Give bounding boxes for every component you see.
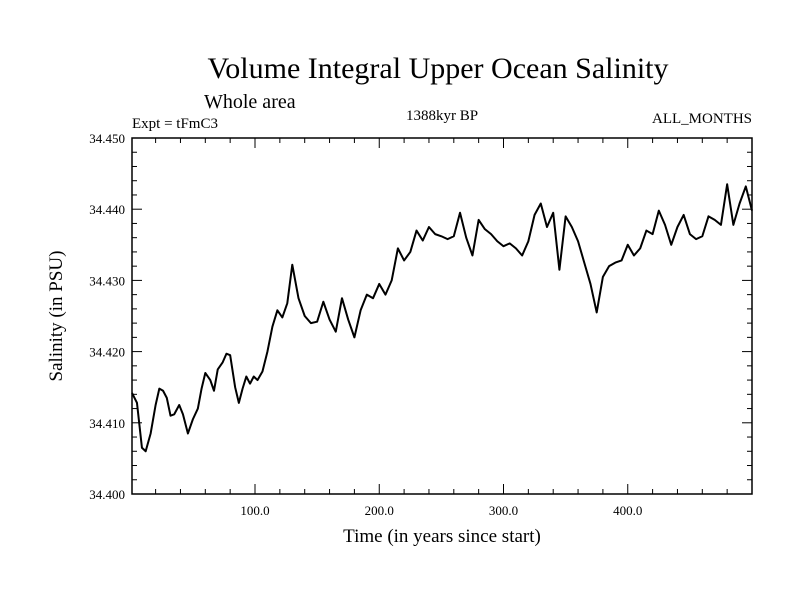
y-axis-label: Salinity (in PSU) [46,251,67,382]
salinity-series-line [131,183,753,453]
x-tick-label: 100.0 [240,503,269,518]
period-label: 1388kyr BP [406,108,478,124]
y-tick-label: 34.440 [89,202,125,217]
axis-ticks: 100.0 200.0 300.0 400.0 34.400 34.410 34.420 34… [89,131,752,518]
x-tick-label: 300.0 [489,503,518,518]
x-tick-label: 400.0 [613,503,642,518]
chart-subtitle: Whole area [204,91,296,113]
y-tick-label: 34.450 [89,131,125,146]
y-tick-label: 34.430 [89,273,125,288]
x-axis-label: Time (in years since start) [343,526,541,547]
y-tick-label: 34.410 [89,416,125,431]
months-label: ALL_MONTHS [652,111,752,127]
y-tick-label: 34.400 [89,487,125,502]
x-tick-label: 200.0 [365,503,394,518]
plot-frame [131,137,753,495]
chart-title: Volume Integral Upper Ocean Salinity [208,52,669,85]
experiment-label: Expt = tFmC3 [132,116,218,132]
y-tick-label: 34.420 [89,345,125,360]
